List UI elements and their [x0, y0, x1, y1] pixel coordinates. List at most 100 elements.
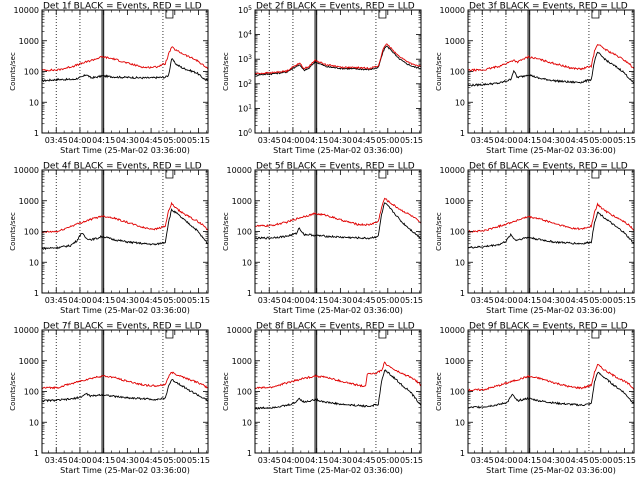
y-tick-label: 1000 [19, 197, 39, 206]
x-tick-label: 04:45 [566, 136, 589, 145]
attenuator-marker [165, 330, 174, 339]
y-tick-label: 10000 [227, 326, 252, 335]
x-tick-label: 03:45 [471, 136, 494, 145]
lld-series-line [468, 43, 635, 73]
x-tick-label: 05:15 [613, 136, 636, 145]
events-series-line [41, 379, 209, 403]
events-series-line [467, 51, 635, 87]
panel-title: Det 5f BLACK = Events, RED = LLD [256, 162, 415, 172]
events-series-line [41, 208, 209, 251]
y-tick-label: 1 [247, 289, 252, 298]
y-tick-label: 105 [238, 5, 252, 15]
x-axis-label: Start Time (25-Mar-02 03:36:00) [486, 466, 616, 475]
panel-title: Det 2f BLACK = Events, RED = LLD [256, 2, 415, 12]
y-tick-label: 10000 [14, 166, 39, 175]
x-tick-label: 04:30 [116, 136, 139, 145]
x-tick-label: 05:00 [163, 456, 186, 465]
x-tick-label: 04:45 [140, 296, 163, 305]
x-tick-label: 04:00 [68, 296, 91, 305]
x-tick-label: 04:15 [518, 456, 541, 465]
x-tick-label: 04:00 [494, 456, 517, 465]
y-tick-label: 1 [34, 449, 39, 458]
y-tick-label: 1 [34, 129, 39, 138]
x-tick-label: 05:15 [187, 296, 210, 305]
y-tick-label: 10 [455, 418, 465, 427]
x-tick-label: 04:00 [281, 456, 304, 465]
x-axis-label: Start Time (25-Mar-02 03:36:00) [273, 306, 403, 315]
attenuator-marker [378, 10, 387, 19]
x-tick-label: 03:45 [471, 296, 494, 305]
x-tick-label: 04:00 [494, 136, 517, 145]
y-tick-label: 1000 [445, 37, 465, 46]
panel-title: Det 3f BLACK = Events, RED = LLD [469, 2, 628, 12]
x-tick-label: 05:00 [163, 296, 186, 305]
y-tick-label: 10000 [440, 166, 465, 175]
y-tick-label: 10 [29, 418, 39, 427]
y-tick-label: 10 [242, 258, 252, 267]
y-tick-label: 100 [24, 388, 39, 397]
x-tick-label: 04:45 [353, 456, 376, 465]
x-tick-label: 05:15 [400, 136, 423, 145]
x-tick-label: 05:00 [589, 296, 612, 305]
y-tick-label: 104 [238, 30, 252, 40]
y-tick-label: 1 [247, 449, 252, 458]
x-axis-label: Start Time (25-Mar-02 03:36:00) [486, 306, 616, 315]
attenuator-marker [165, 170, 174, 179]
y-tick-label: 100 [237, 228, 252, 237]
x-axis-label: Start Time (25-Mar-02 03:36:00) [60, 306, 190, 315]
plot-frame [41, 169, 209, 294]
plot-frame [467, 169, 635, 294]
lld-series-line [254, 197, 422, 228]
y-tick-label: 10 [455, 98, 465, 107]
events-series-line [467, 371, 635, 409]
attenuator-marker [165, 10, 174, 19]
y-axis-label: Counts/sec [9, 372, 17, 411]
x-tick-label: 05:15 [187, 136, 210, 145]
x-tick-label: 04:15 [305, 136, 328, 145]
x-tick-label: 03:45 [45, 136, 68, 145]
x-tick-label: 05:00 [589, 136, 612, 145]
x-axis-label: Start Time (25-Mar-02 03:36:00) [60, 466, 190, 475]
x-tick-label: 05:00 [376, 136, 399, 145]
plot-frame [41, 9, 209, 134]
y-tick-label: 1000 [19, 357, 39, 366]
events-series-line [467, 211, 635, 249]
y-tick-label: 100 [238, 128, 252, 138]
lld-series-line [254, 43, 422, 75]
x-tick-label: 04:15 [305, 456, 328, 465]
x-tick-label: 04:30 [116, 456, 139, 465]
y-tick-label: 1 [460, 129, 465, 138]
attenuator-marker [591, 170, 600, 179]
y-tick-label: 100 [450, 228, 465, 237]
x-axis-label: Start Time (25-Mar-02 03:36:00) [486, 146, 616, 155]
x-tick-label: 04:00 [68, 136, 91, 145]
x-tick-label: 03:45 [258, 296, 281, 305]
y-tick-label: 10 [29, 258, 39, 267]
plot-frame [41, 329, 209, 454]
y-tick-label: 1 [460, 449, 465, 458]
y-tick-label: 10000 [440, 326, 465, 335]
y-tick-label: 10 [455, 258, 465, 267]
x-tick-label: 04:30 [542, 296, 565, 305]
x-tick-label: 04:15 [518, 136, 541, 145]
attenuator-marker [591, 330, 600, 339]
y-tick-label: 10 [242, 418, 252, 427]
y-axis-label: Counts/sec [435, 52, 443, 91]
events-series-line [254, 45, 422, 76]
attenuator-marker [378, 170, 387, 179]
x-tick-label: 04:00 [68, 456, 91, 465]
y-tick-label: 100 [450, 388, 465, 397]
x-tick-label: 04:45 [353, 296, 376, 305]
lld-series-line [41, 371, 209, 390]
y-axis-label: Counts/sec [9, 212, 17, 251]
y-tick-label: 100 [24, 228, 39, 237]
x-tick-label: 04:30 [329, 456, 352, 465]
x-tick-label: 04:15 [305, 296, 328, 305]
x-tick-label: 05:15 [613, 456, 636, 465]
x-tick-label: 04:00 [281, 296, 304, 305]
x-axis-label: Start Time (25-Mar-02 03:36:00) [273, 466, 403, 475]
plot-frame [254, 169, 422, 294]
y-tick-label: 10000 [14, 6, 39, 15]
y-tick-label: 101 [238, 103, 252, 113]
panel-title: Det 9f BLACK = Events, RED = LLD [469, 322, 628, 332]
